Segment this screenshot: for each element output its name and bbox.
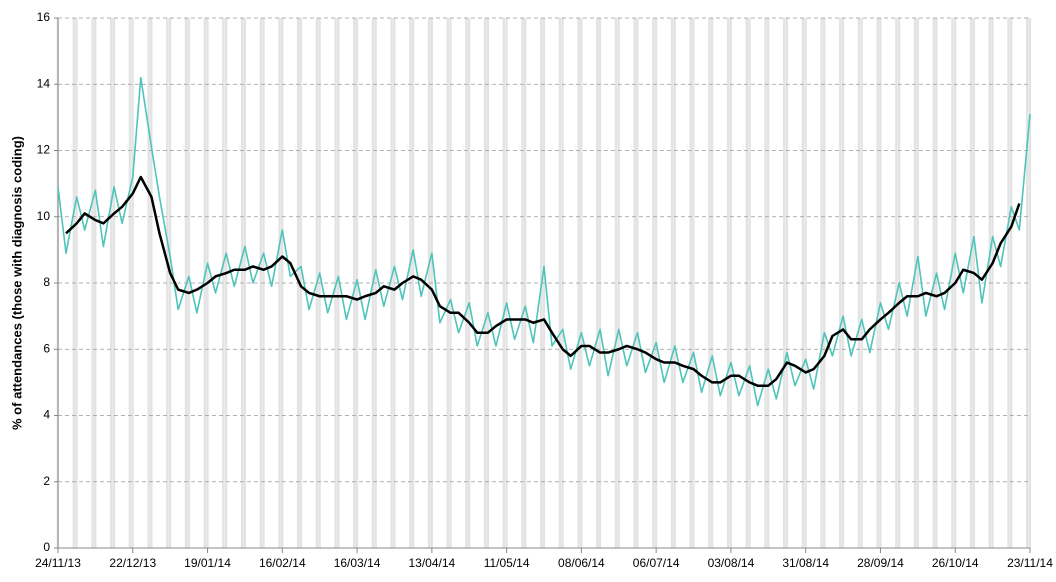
y-tick-label: 16 <box>37 10 51 24</box>
series-line <box>57 76 1031 407</box>
x-tick-label: 22/12/13 <box>109 556 156 570</box>
weekend-band <box>804 18 807 548</box>
x-tick-label: 08/06/14 <box>558 556 605 570</box>
y-tick-label: 8 <box>43 275 50 289</box>
weekend-band <box>916 18 919 548</box>
y-tick-label: 10 <box>37 209 51 223</box>
weekend-band <box>726 18 730 548</box>
weekend-band <box>147 18 150 548</box>
weekend-band <box>1028 18 1032 548</box>
weekend-band <box>131 18 134 548</box>
x-tick-label: 16/03/14 <box>334 556 381 570</box>
weekend-band <box>951 18 954 548</box>
x-tick-label: 26/10/14 <box>932 556 979 570</box>
weekend-band <box>166 18 169 548</box>
weekend-band <box>446 18 449 548</box>
weekend-band <box>636 18 639 548</box>
weekend-band <box>670 18 674 548</box>
weekend-band <box>278 18 281 548</box>
weekend-band <box>187 18 190 548</box>
y-axis-label: % of attendances (those with diagnosis c… <box>9 136 24 430</box>
y-tick-label: 6 <box>43 341 50 355</box>
weekend-band <box>110 18 113 548</box>
weekend-band <box>75 18 78 548</box>
series-line <box>65 175 1021 387</box>
x-tick-label: 19/01/14 <box>184 556 231 570</box>
x-tick-label: 28/09/14 <box>857 556 904 570</box>
weekend-band <box>112 18 116 548</box>
x-tick-label: 16/02/14 <box>259 556 306 570</box>
weekend-band <box>299 18 303 548</box>
y-tick-label: 0 <box>43 540 50 554</box>
weekend-band <box>860 18 863 548</box>
weekend-band <box>972 18 975 548</box>
weekend-band <box>222 18 225 548</box>
x-tick-label: 24/11/13 <box>35 556 81 570</box>
x-tick-label: 23/11/14 <box>1007 556 1053 570</box>
x-tick-label: 13/04/14 <box>408 556 455 570</box>
y-tick-label: 2 <box>43 474 50 488</box>
weekend-band <box>411 18 415 548</box>
weekend-band <box>502 18 506 548</box>
weekend-band <box>614 18 618 548</box>
x-tick-label: 06/07/14 <box>633 556 680 570</box>
weekend-band <box>91 18 94 548</box>
weekend-band <box>203 18 206 548</box>
x-tick-label: 11/05/14 <box>484 556 530 570</box>
weekend-band <box>782 18 786 548</box>
weekend-band <box>1007 18 1010 548</box>
weekend-band <box>558 18 562 548</box>
weekend-band <box>748 18 751 548</box>
y-tick-label: 12 <box>37 143 51 157</box>
y-tick-label: 4 <box>43 408 50 422</box>
x-tick-label: 31/08/14 <box>782 556 829 570</box>
weekend-band <box>259 18 263 548</box>
weekend-band <box>390 18 393 548</box>
weekend-band <box>467 18 471 548</box>
weekend-band <box>334 18 337 548</box>
weekend-band <box>839 18 842 548</box>
weekend-band <box>523 18 527 548</box>
weekend-band <box>692 18 695 548</box>
weekend-band <box>243 18 246 548</box>
y-tick-label: 14 <box>37 76 51 90</box>
x-tick-label: 03/08/14 <box>708 556 755 570</box>
weekend-band <box>580 18 583 548</box>
weekend-band <box>895 18 898 548</box>
